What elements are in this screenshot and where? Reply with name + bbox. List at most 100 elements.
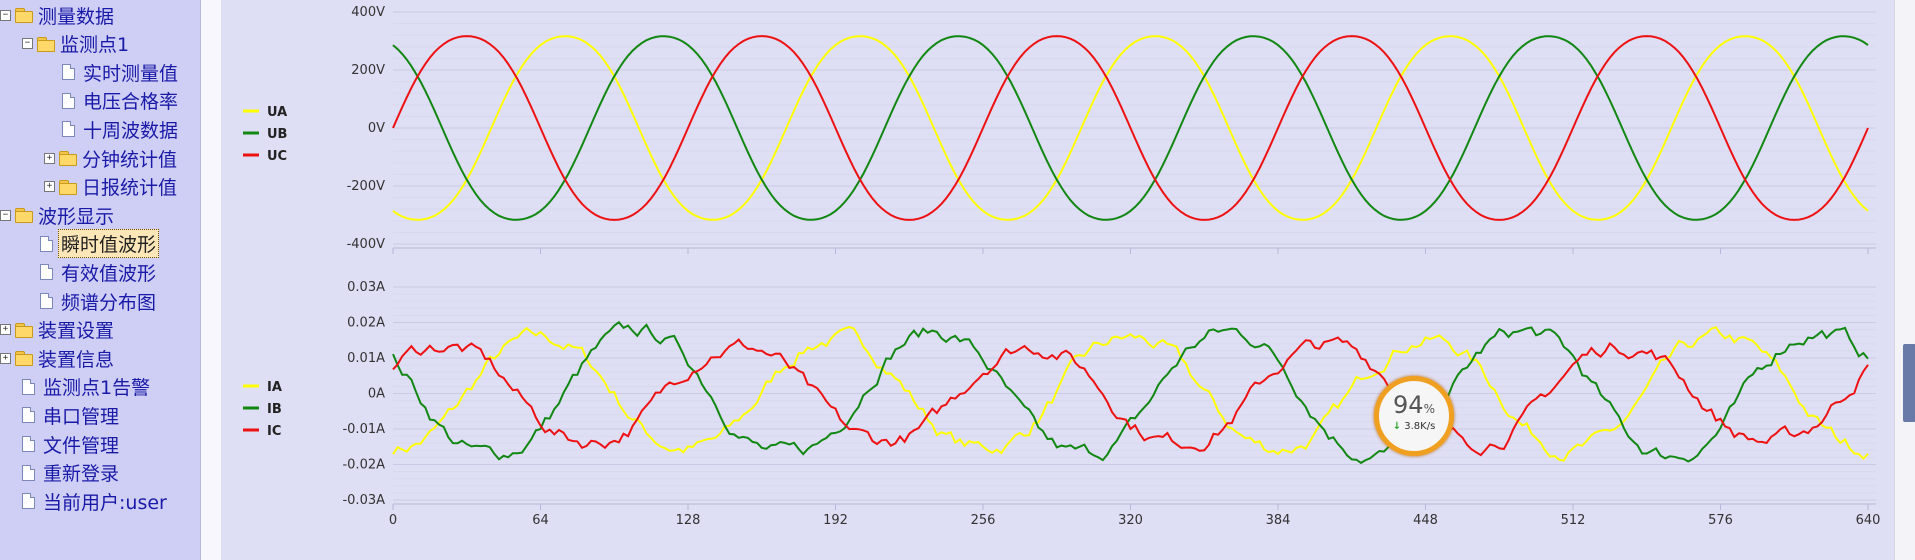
- legend-label: IC: [267, 424, 281, 439]
- x-tick-label: 512: [1561, 513, 1586, 528]
- expand-icon[interactable]: +: [0, 324, 11, 336]
- y-tick-label: -400V: [347, 237, 386, 252]
- x-tick-label: 384: [1266, 513, 1291, 528]
- y-tick-label: 200V: [351, 63, 385, 78]
- tree-item[interactable]: 重新登录: [22, 460, 122, 486]
- x-tick-label: 0: [389, 513, 397, 528]
- tree-item[interactable]: 当前用户:user: [22, 488, 170, 514]
- y-tick-label: 400V: [351, 5, 385, 20]
- folder-icon: [37, 36, 55, 52]
- folder-icon: [59, 179, 77, 195]
- tree-item[interactable]: − 波形显示: [0, 202, 117, 228]
- folder-icon: [15, 8, 33, 23]
- tree-item-label: 日报统计值: [82, 177, 178, 200]
- expand-icon[interactable]: +: [44, 181, 55, 193]
- y-tick-label: 0.03A: [347, 280, 385, 295]
- tree-item[interactable]: − 测量数据: [0, 2, 117, 28]
- tree-item-label: 监测点1告警: [43, 377, 151, 400]
- document-icon: [62, 92, 75, 109]
- tree-item-label: 测量数据: [38, 5, 115, 28]
- y-tick-label: 0.01A: [347, 351, 385, 366]
- tree-item[interactable]: + 分钟统计值: [44, 145, 180, 171]
- folder-icon: [59, 151, 77, 166]
- tree-item[interactable]: 文件管理: [22, 431, 122, 457]
- tree-item[interactable]: 十周波数据: [62, 116, 181, 142]
- collapse-icon[interactable]: −: [22, 38, 33, 50]
- tree-item-label: 分钟统计值: [82, 148, 178, 171]
- x-tick-label: 640: [1856, 513, 1881, 528]
- series-line-ua: [392, 35, 1869, 221]
- x-tick-label: 320: [1118, 513, 1143, 528]
- x-tick-label: 256: [971, 513, 996, 528]
- splitter-gutter: [201, 0, 221, 560]
- document-icon: [22, 436, 35, 452]
- tree-item-label: 重新登录: [43, 463, 120, 486]
- waveform-charts: 400V 200V 0V -200V -400V UA UB UC 0.03A 0.02A 0.01…: [243, 5, 1881, 528]
- y-tick-label: 0.02A: [347, 316, 385, 331]
- tree-item-label: 频谱分布图: [61, 291, 157, 314]
- tree-item[interactable]: 瞬时值波形: [40, 229, 160, 259]
- tree-item[interactable]: 监测点1告警: [22, 374, 153, 400]
- y-tick-label: 0V: [368, 121, 385, 136]
- y-tick-label: -0.02A: [342, 458, 385, 473]
- tree-item[interactable]: 频谱分布图: [40, 288, 159, 314]
- x-tick-label: 192: [823, 513, 848, 528]
- legend-label: IA: [267, 380, 282, 395]
- tree-item-label: 装置设置: [38, 320, 115, 343]
- tree-item-label: 十周波数据: [83, 119, 179, 142]
- network-speed: ↓ 3.8K/s: [1392, 421, 1436, 432]
- document-icon: [22, 407, 35, 424]
- legend-label: UA: [267, 105, 287, 120]
- document-icon: [62, 121, 75, 138]
- tree-item-label: 文件管理: [43, 434, 120, 457]
- tree-item[interactable]: + 日报统计值: [44, 174, 180, 200]
- legend-label: UC: [267, 149, 287, 164]
- legend-label: IB: [267, 402, 282, 417]
- tree-item[interactable]: 串口管理: [22, 402, 122, 428]
- tree-item-label: 有效值波形: [61, 262, 157, 285]
- y-tick-label: -0.03A: [342, 493, 385, 508]
- x-tick-label: 448: [1413, 513, 1438, 528]
- tree-item-label: 电压合格率: [83, 91, 179, 114]
- series-line-uc: [392, 35, 1869, 221]
- collapse-icon[interactable]: −: [0, 209, 11, 221]
- tree-item[interactable]: 有效值波形: [40, 259, 159, 285]
- tree-item[interactable]: + 装置设置: [0, 317, 117, 343]
- tree-item[interactable]: 实时测量值: [62, 59, 181, 85]
- folder-icon: [15, 322, 33, 338]
- navigation-tree: − 测量数据 − 监测点1 实时测量值 电压合格率 十周波数据 + 分钟统计值 + 日报统计值 − 波形…: [0, 0, 201, 560]
- tree-item[interactable]: − 监测点1: [22, 31, 132, 57]
- document-icon: [22, 493, 35, 510]
- vertical-scrollbar[interactable]: [1894, 0, 1915, 560]
- x-tick-label: 64: [532, 513, 549, 528]
- document-icon: [40, 264, 53, 281]
- document-icon: [40, 293, 53, 309]
- collapse-icon[interactable]: −: [0, 9, 11, 21]
- network-percent: 94%: [1393, 391, 1435, 419]
- network-speed-widget[interactable]: 94% ↓ 3.8K/s: [1374, 376, 1454, 456]
- series-line-ib: [392, 320, 1869, 465]
- x-tick-label: 128: [676, 513, 701, 528]
- expand-icon[interactable]: +: [44, 152, 55, 164]
- document-icon: [22, 378, 35, 395]
- document-icon: [40, 235, 53, 252]
- y-tick-label: -0.01A: [342, 422, 385, 437]
- expand-icon[interactable]: +: [0, 352, 11, 364]
- document-icon: [62, 64, 75, 81]
- folder-icon: [15, 208, 33, 224]
- tree-item-label: 装置信息: [38, 348, 115, 371]
- down-arrow-icon: ↓: [1392, 421, 1402, 432]
- tree-item-label: 串口管理: [43, 405, 120, 428]
- tree-item-label: 监测点1: [60, 34, 130, 57]
- tree-item[interactable]: 电压合格率: [62, 88, 181, 114]
- y-tick-label: -200V: [347, 179, 386, 194]
- tree-item[interactable]: + 装置信息: [0, 345, 117, 371]
- tree-item-label: 当前用户:user: [43, 491, 167, 514]
- document-icon: [22, 464, 35, 481]
- series-line-ub: [392, 35, 1869, 221]
- series-line-ic: [392, 336, 1869, 457]
- tree-item-label: 波形显示: [38, 205, 115, 228]
- folder-icon: [15, 351, 33, 367]
- tree-item-label: 瞬时值波形: [58, 229, 160, 259]
- scrollbar-thumb[interactable]: [1903, 344, 1915, 422]
